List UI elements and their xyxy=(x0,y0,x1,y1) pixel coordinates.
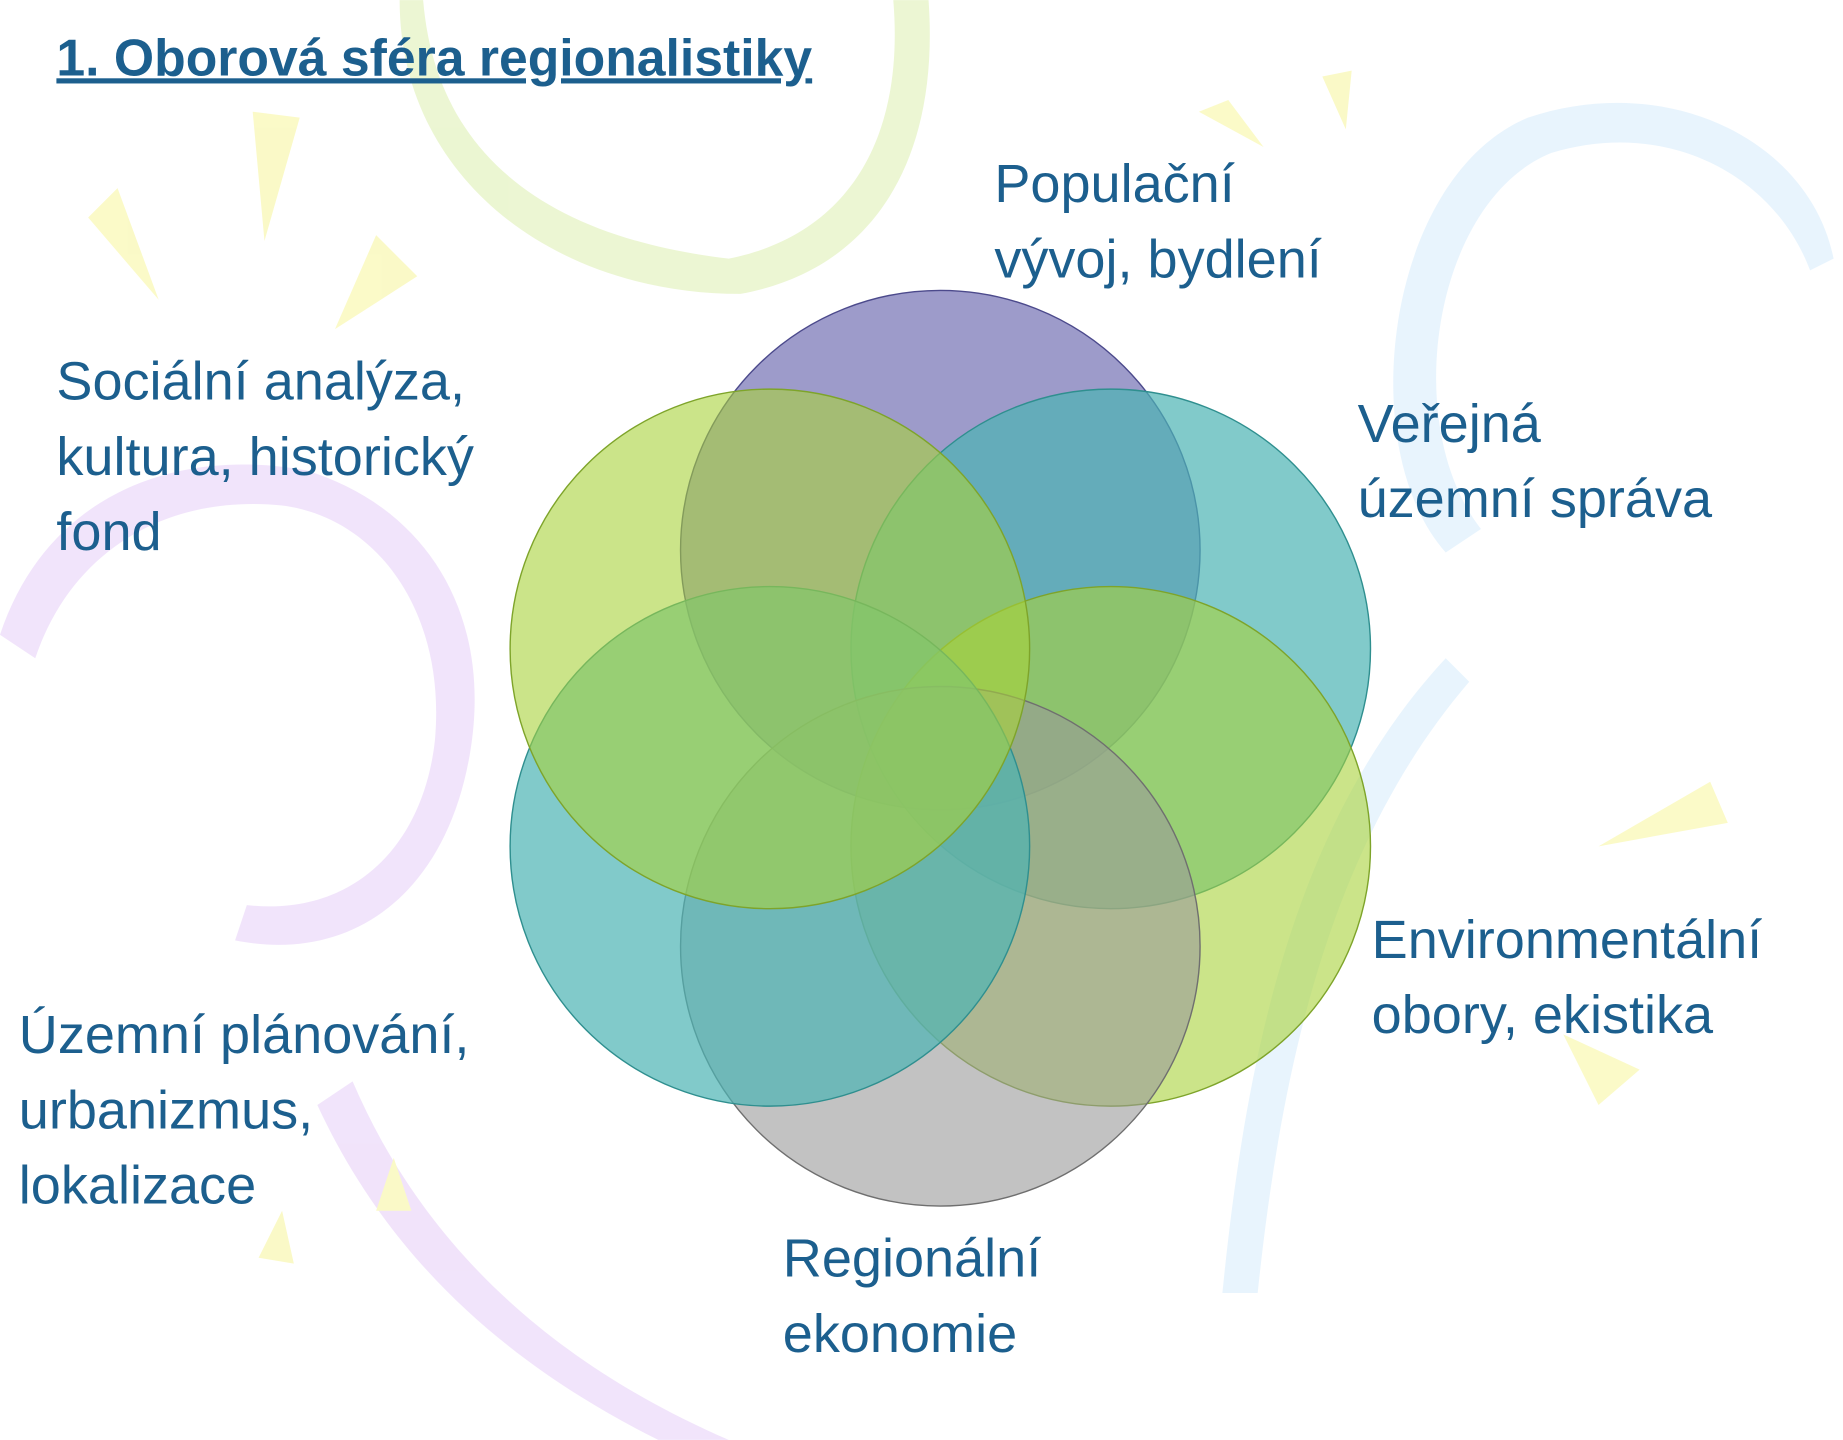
labels: Populační vývoj, bydlení Veřejná územní spr… xyxy=(19,154,1762,1364)
node-label: urbanizmus, xyxy=(19,1080,313,1140)
node-label: Environmentální xyxy=(1372,910,1763,970)
node-label: Veřejná xyxy=(1358,394,1542,454)
circle-social xyxy=(509,388,1031,910)
node-label: ekonomie xyxy=(783,1304,1017,1364)
node-label: lokalizace xyxy=(19,1156,256,1216)
slide-title: 1. Oborová sféra regionalistiky xyxy=(56,28,812,86)
venn-circles xyxy=(509,289,1372,1207)
node-label: Sociální analýza, xyxy=(56,352,465,412)
node-label: vývoj, bydlení xyxy=(994,229,1321,289)
node-label: fond xyxy=(56,502,161,562)
node-label: kultura, historický xyxy=(56,427,474,487)
node-label: Regionální xyxy=(783,1229,1041,1289)
node-label: územní správa xyxy=(1358,469,1713,529)
node-label: Územní plánování, xyxy=(19,1005,470,1065)
node-label: Populační xyxy=(994,154,1234,214)
node-label: obory, ekistika xyxy=(1372,985,1714,1045)
